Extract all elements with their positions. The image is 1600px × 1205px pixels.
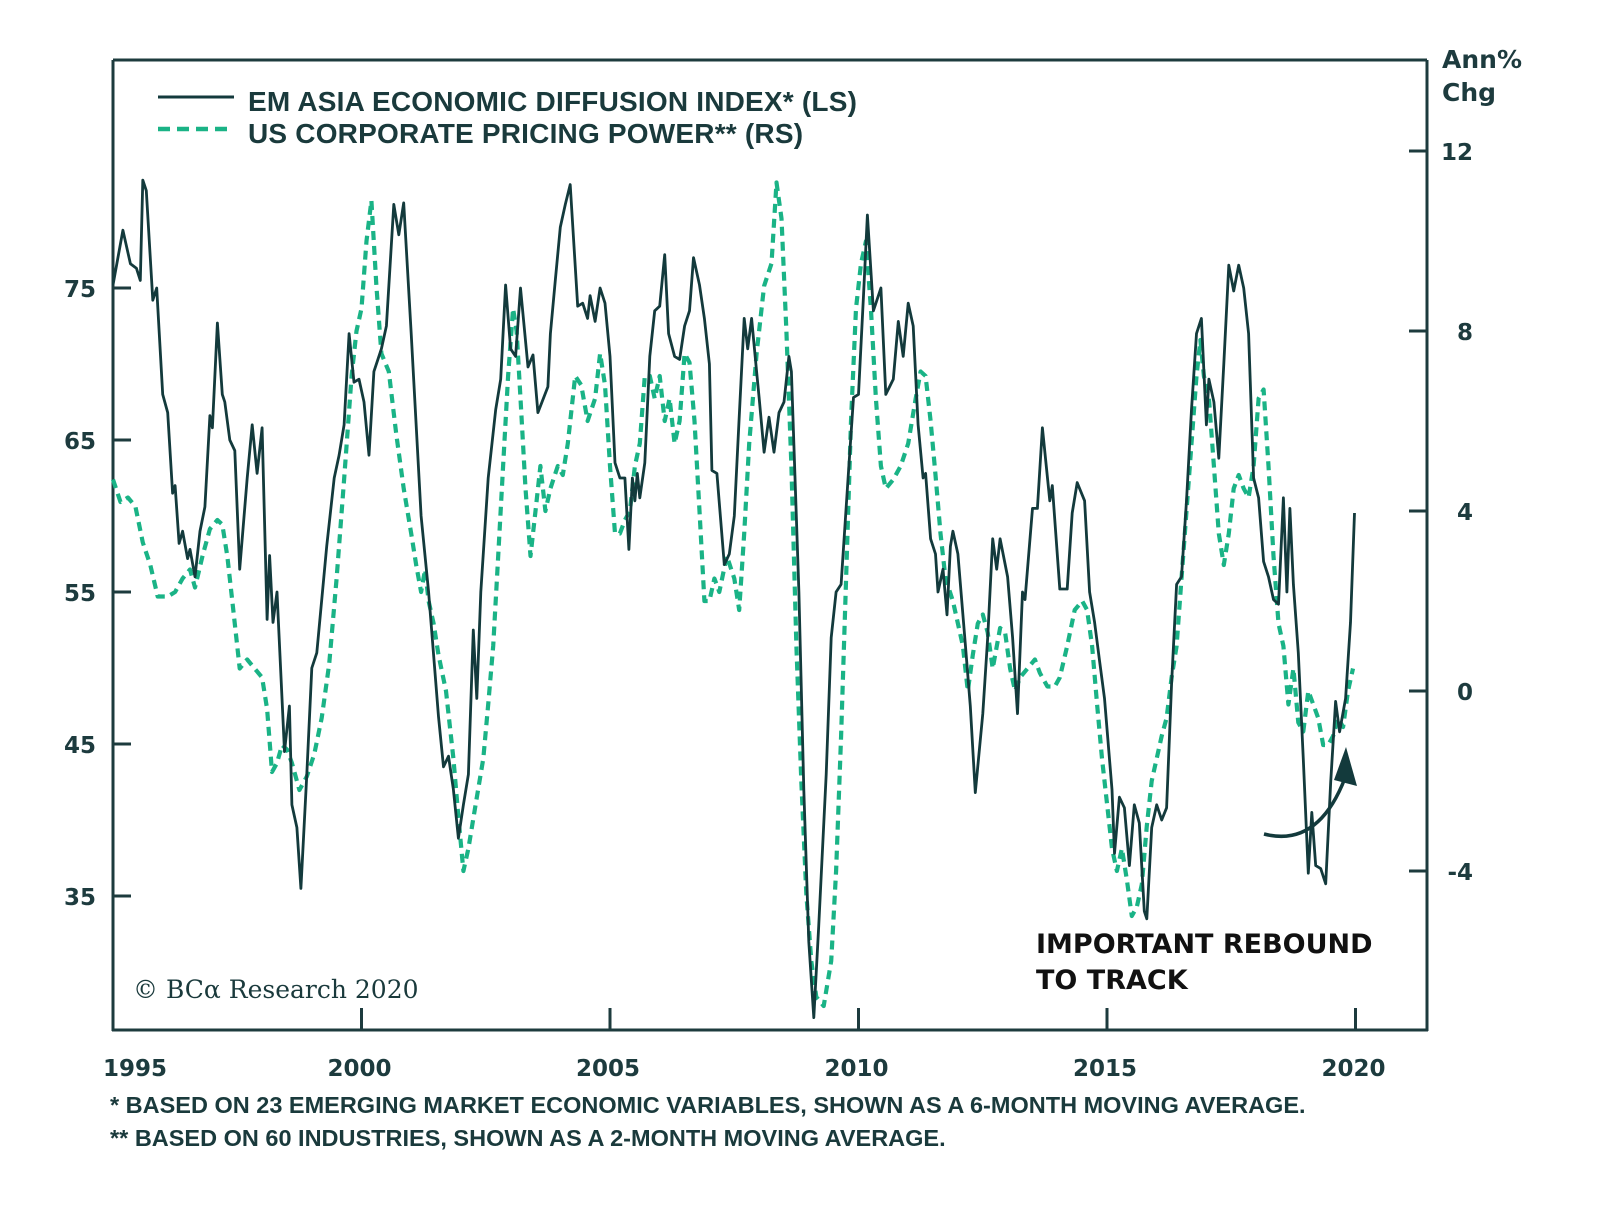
annotation-line1: IMPORTANT REBOUND [1036, 929, 1373, 960]
x-tick-label: 2005 [576, 1056, 640, 1082]
left-tick-label: 75 [64, 277, 96, 303]
right-tick-label: 4 [1457, 500, 1473, 526]
right-axis-unit-line2: Chg [1442, 78, 1496, 107]
left-tick-label: 65 [64, 429, 96, 455]
series-layer [111, 178, 1356, 1019]
right-axis-unit-line1: Ann% [1442, 45, 1522, 74]
annotation-arrow-head [1334, 747, 1357, 786]
right-tick-label: 0 [1457, 680, 1473, 706]
legend: EM ASIA ECONOMIC DIFFUSION INDEX* (LS) U… [158, 86, 857, 149]
x-tick-label: 2010 [824, 1056, 888, 1082]
right-tick-label: 12 [1441, 140, 1473, 166]
left-tick-label: 35 [64, 885, 96, 911]
left-tick-label: 45 [64, 733, 96, 759]
right-tick-label: 8 [1457, 320, 1473, 346]
x-tick-label: 1995 [103, 1056, 167, 1082]
legend-label-em-asia: EM ASIA ECONOMIC DIFFUSION INDEX* (LS) [248, 86, 857, 117]
annotation-line2: TO TRACK [1036, 965, 1189, 996]
right-axis-ticks: -4 0 4 8 12 [1409, 140, 1473, 886]
legend-label-us-pricing: US CORPORATE PRICING POWER** (RS) [248, 118, 803, 149]
x-tick-label: 2000 [327, 1056, 391, 1082]
left-axis-ticks: 35 45 55 65 75 [64, 277, 131, 911]
x-axis-ticks: 1995 2000 2005 2010 2015 2020 [103, 1008, 1386, 1082]
footnote-2: ** BASED ON 60 INDUSTRIES, SHOWN AS A 2-… [110, 1125, 946, 1151]
source-credit: © BCα Research 2020 [133, 975, 419, 1004]
x-tick-label: 2020 [1321, 1056, 1385, 1082]
series-line-em-asia-diffusion [111, 178, 1356, 1019]
plot-frame [111, 58, 1429, 1032]
left-tick-label: 55 [64, 581, 96, 607]
x-tick-label: 2015 [1073, 1056, 1137, 1082]
annotation-arrow-shaft [1263, 777, 1347, 839]
right-tick-label: -4 [1447, 860, 1473, 886]
footnote-1: * BASED ON 23 EMERGING MARKET ECONOMIC V… [110, 1092, 1306, 1118]
